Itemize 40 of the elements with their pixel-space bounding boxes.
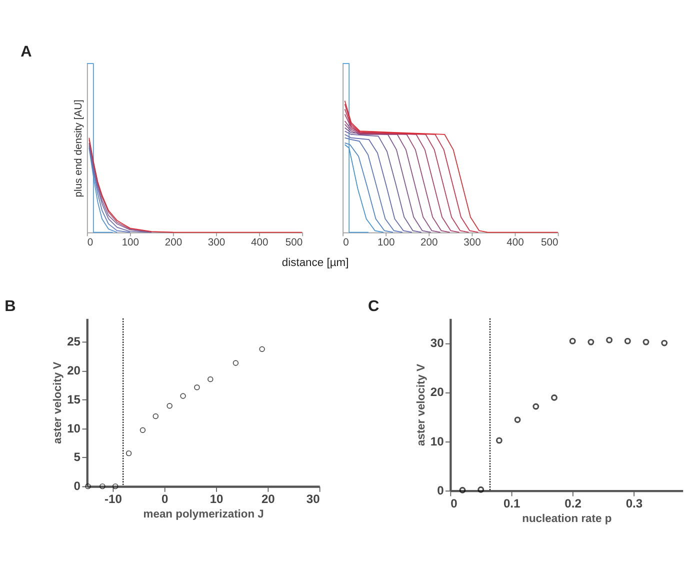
y-axis-title: plus end density [AU] <box>73 99 84 198</box>
y-tick-label: 15 <box>67 392 81 406</box>
x-tick-label: 500 <box>285 238 303 249</box>
x-axis-title: distance [µm] <box>282 256 349 269</box>
x-tick-label: 10 <box>210 492 224 506</box>
x-tick-label: 100 <box>122 238 140 249</box>
y-tick-label: 30 <box>430 336 444 350</box>
x-tick-label: 200 <box>164 238 182 249</box>
x-tick-label: 400 <box>506 238 524 249</box>
x-tick-label: 500 <box>541 238 559 249</box>
x-tick-label: 300 <box>208 238 226 249</box>
y-tick-label: 5 <box>74 450 81 464</box>
x-tick-label: 0.2 <box>564 496 582 510</box>
chart-title: C <box>368 298 380 316</box>
x-axis-title: mean polymerization J <box>143 508 264 521</box>
y-tick-label: 10 <box>430 434 444 448</box>
y-tick-label: 20 <box>67 363 81 378</box>
x-tick-label: 30 <box>306 492 320 506</box>
y-tick-label: 25 <box>67 334 81 348</box>
chart-title: A <box>20 43 32 60</box>
x-tick-label: 100 <box>377 238 395 249</box>
x-tick-label: 20 <box>261 492 276 506</box>
x-tick-label: 0 <box>343 238 350 249</box>
y-axis-title: aster velocity V <box>415 363 428 446</box>
x-tick-label: 0 <box>450 496 458 510</box>
x-tick-label: 0 <box>87 238 94 249</box>
x-tick-label: -10 <box>104 492 122 506</box>
y-tick-label: 20 <box>430 385 444 400</box>
x-tick-label: 0.3 <box>626 496 643 510</box>
x-axis-title: nucleation rate p <box>522 513 612 526</box>
x-tick-label: 300 <box>464 238 482 249</box>
x-tick-label: 200 <box>420 238 438 249</box>
x-tick-label: 0 <box>162 492 169 506</box>
chart-title: B <box>4 298 16 316</box>
y-axis-title: aster velocity V <box>52 361 64 444</box>
y-tick-label: 0 <box>74 479 81 494</box>
x-tick-label: 400 <box>250 238 268 249</box>
x-tick-label: 0.1 <box>503 496 521 510</box>
y-tick-label: 10 <box>67 421 81 436</box>
y-tick-label: 0 <box>437 483 444 498</box>
